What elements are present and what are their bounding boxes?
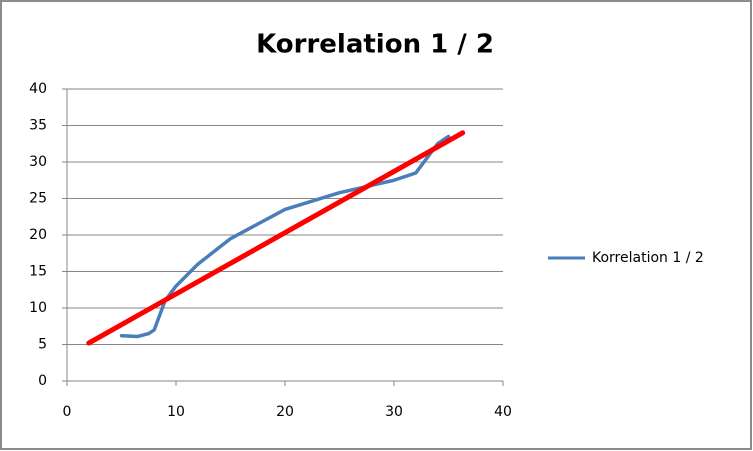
- x-tick-label: 20: [276, 404, 294, 420]
- y-tick-label: 35: [29, 118, 47, 134]
- y-tick-label: 40: [29, 81, 47, 97]
- y-tick-label: 0: [38, 373, 47, 389]
- y-tick-label: 30: [29, 154, 47, 170]
- y-tick-label: 5: [38, 337, 47, 353]
- y-tick-label: 10: [29, 300, 47, 316]
- y-tick-label: 15: [29, 264, 47, 280]
- series-line: [119, 134, 451, 339]
- x-tick-label: 40: [494, 404, 512, 420]
- series-line: [86, 130, 466, 346]
- y-tick-label: 20: [29, 227, 47, 243]
- legend-label: Korrelation 1 / 2: [592, 250, 704, 266]
- y-tick-label: 25: [29, 191, 47, 207]
- x-tick-label: 10: [167, 404, 185, 420]
- chart-title: Korrelation 1 / 2: [256, 30, 494, 60]
- x-tick-label: 0: [63, 404, 72, 420]
- x-tick-label: 30: [385, 404, 403, 420]
